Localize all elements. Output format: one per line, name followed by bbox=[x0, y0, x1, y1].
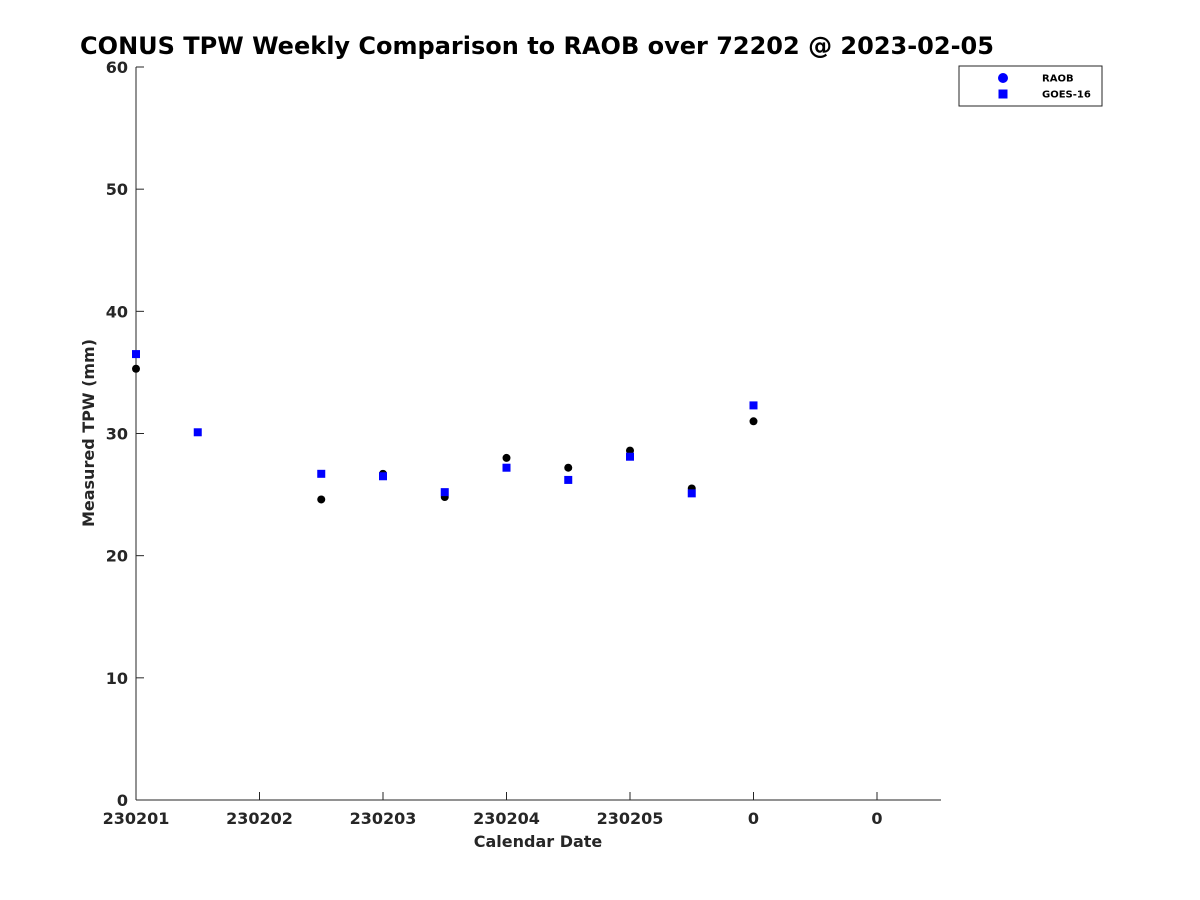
data-point bbox=[317, 469, 326, 478]
x-tick-label: 230204 bbox=[473, 809, 540, 828]
data-point bbox=[193, 428, 202, 437]
legend: RAOB GOES-16 bbox=[958, 65, 1103, 107]
y-axis-label: Measured TPW (mm) bbox=[79, 339, 98, 527]
data-point bbox=[502, 453, 511, 462]
data-point bbox=[132, 350, 140, 359]
data-point bbox=[626, 446, 634, 455]
series-goes-16 bbox=[132, 350, 758, 498]
y-tick-label: 20 bbox=[106, 547, 128, 566]
data-point bbox=[564, 463, 573, 472]
x-tick-label: 0 bbox=[748, 809, 759, 828]
series-raob bbox=[132, 364, 758, 504]
legend-marker-raob bbox=[998, 73, 1008, 83]
y-tick-label: 10 bbox=[106, 669, 128, 688]
y-tick-label: 50 bbox=[106, 180, 128, 199]
data-point bbox=[317, 495, 326, 504]
data-point bbox=[502, 463, 511, 472]
x-tick-label: 230202 bbox=[226, 809, 293, 828]
x-tick-label: 230203 bbox=[350, 809, 417, 828]
axes: 0 10 20 30 40 50 60 230201 230202 230203 230204 230… bbox=[103, 58, 941, 828]
data-point bbox=[132, 364, 140, 373]
chart-title: CONUS TPW Weekly Comparison to RAOB over… bbox=[80, 32, 994, 60]
data-point bbox=[440, 488, 449, 497]
data-point bbox=[749, 401, 758, 410]
x-axis-label: Calendar Date bbox=[474, 832, 603, 851]
legend-box bbox=[958, 65, 1103, 107]
data-points bbox=[132, 350, 758, 504]
y-tick-label: 60 bbox=[106, 58, 128, 77]
legend-label-goes-16: GOES-16 bbox=[1042, 90, 1091, 101]
x-tick-label: 0 bbox=[871, 809, 882, 828]
legend-marker-goes-16 bbox=[998, 89, 1008, 99]
data-point bbox=[379, 472, 387, 481]
data-point bbox=[564, 475, 573, 484]
legend-label-raob: RAOB bbox=[1042, 74, 1074, 85]
y-tick-label: 0 bbox=[117, 791, 128, 810]
x-tick-label: 230201 bbox=[103, 809, 170, 828]
data-point bbox=[749, 417, 758, 426]
y-tick-label: 30 bbox=[106, 425, 128, 444]
y-tick-label: 40 bbox=[106, 302, 128, 321]
data-point bbox=[687, 489, 696, 498]
data-point bbox=[626, 452, 634, 461]
x-tick-label: 230205 bbox=[597, 809, 664, 828]
